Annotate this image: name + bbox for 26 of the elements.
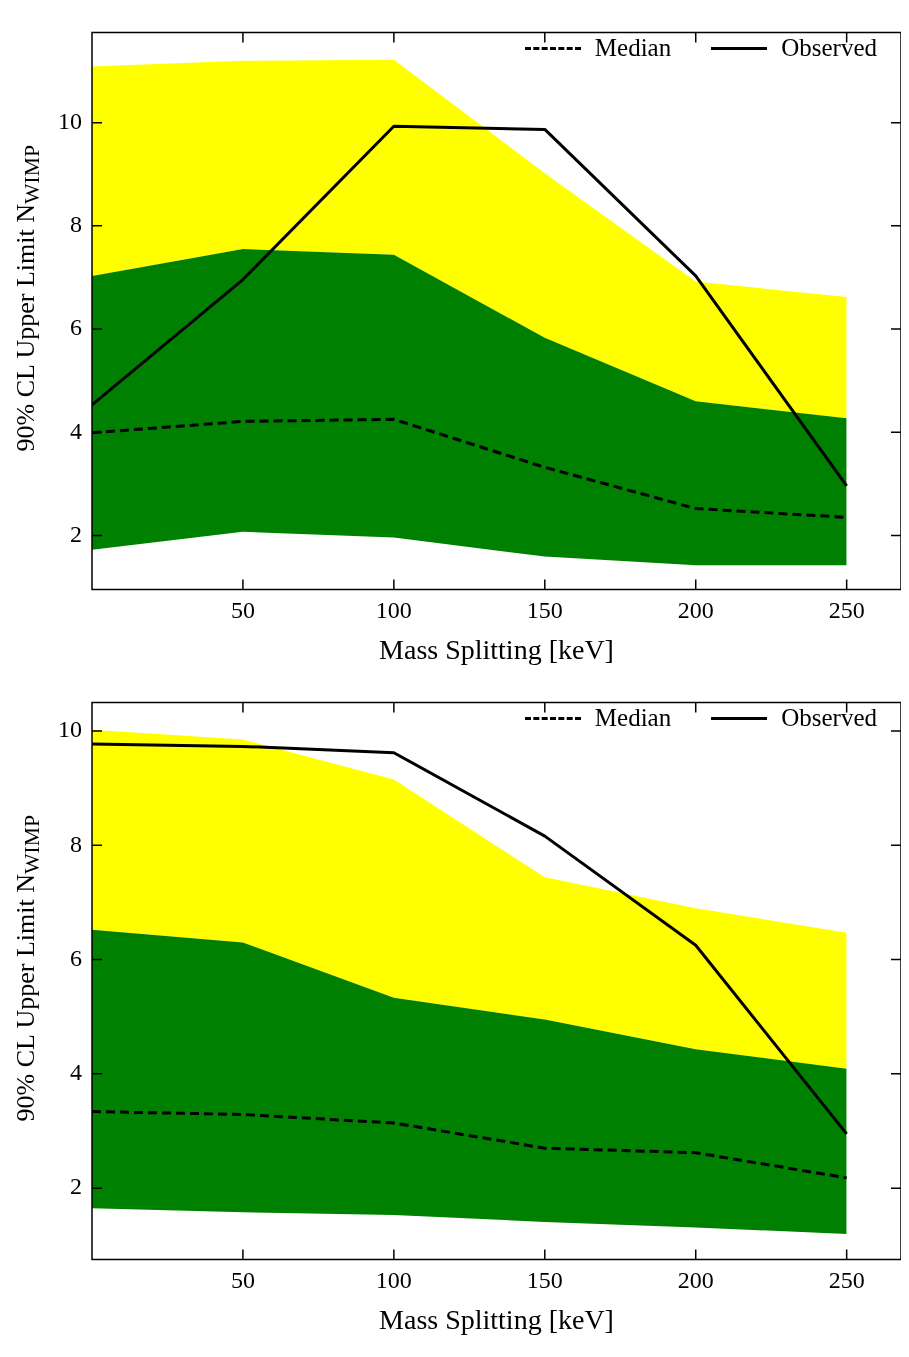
x-tick-label: 200 (677, 597, 714, 624)
x-tick-label: 150 (526, 1267, 563, 1294)
x-tick-label: 150 (526, 597, 563, 624)
x-axis-title: Mass Splitting [keV] (379, 1303, 614, 1335)
legend-label: Median (594, 704, 672, 732)
x-tick-label: 50 (230, 597, 255, 624)
y-tick-label: 8 (70, 830, 82, 857)
legend-label: Observed (781, 34, 877, 62)
legend-label: Observed (781, 704, 877, 732)
y-tick-label: 2 (70, 1173, 82, 1200)
x-tick-label: 50 (230, 1267, 255, 1294)
y-tick-label: 4 (70, 1059, 82, 1086)
x-tick-label: 250 (828, 1267, 865, 1294)
y-tick-label: 2 (70, 520, 82, 547)
x-tick-label: 100 (375, 1267, 412, 1294)
x-axis-title: Mass Splitting [keV] (379, 633, 614, 665)
y-tick-label: 6 (70, 314, 82, 341)
legend-label: Median (594, 34, 672, 62)
y-tick-label: 8 (70, 211, 82, 238)
x-tick-label: 100 (375, 597, 412, 624)
x-tick-label: 200 (677, 1267, 714, 1294)
y-tick-label: 10 (58, 716, 82, 743)
y-tick-label: 6 (70, 944, 82, 971)
y-tick-label: 10 (58, 107, 82, 134)
x-tick-label: 250 (828, 597, 865, 624)
y-tick-label: 4 (70, 417, 82, 444)
